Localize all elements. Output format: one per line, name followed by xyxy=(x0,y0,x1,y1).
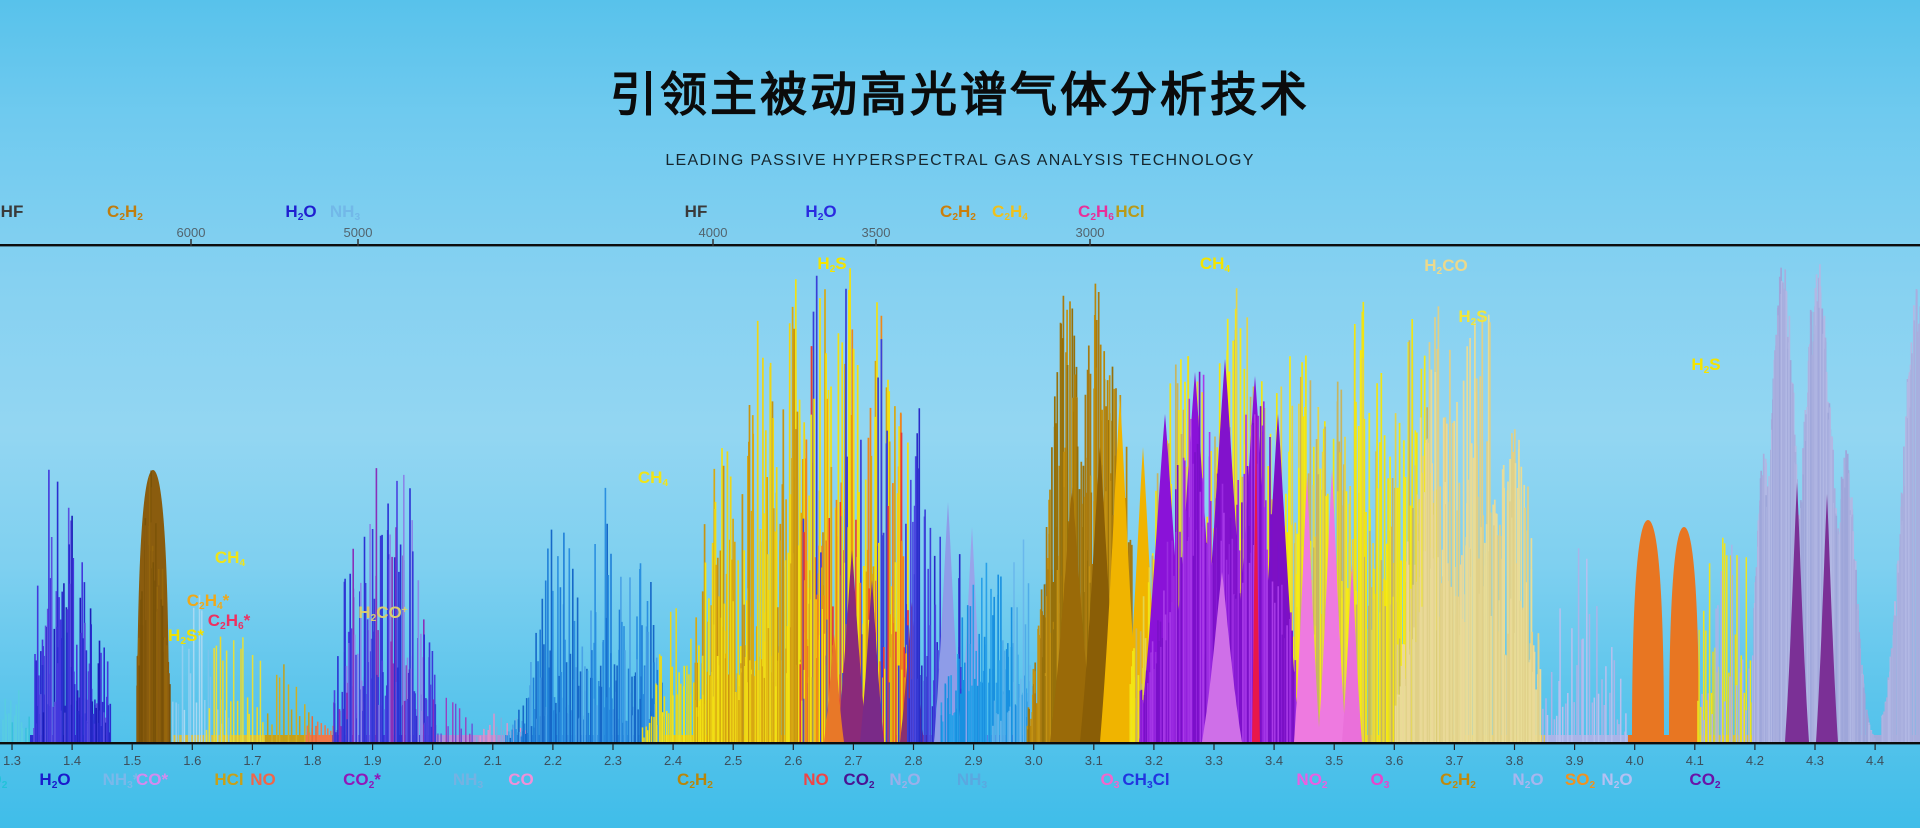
page-subtitle: LEADING PASSIVE HYPERSPECTRAL GAS ANALYS… xyxy=(665,152,1255,169)
page-title: 引领主被动高光谱气体分析技术 xyxy=(610,68,1310,121)
